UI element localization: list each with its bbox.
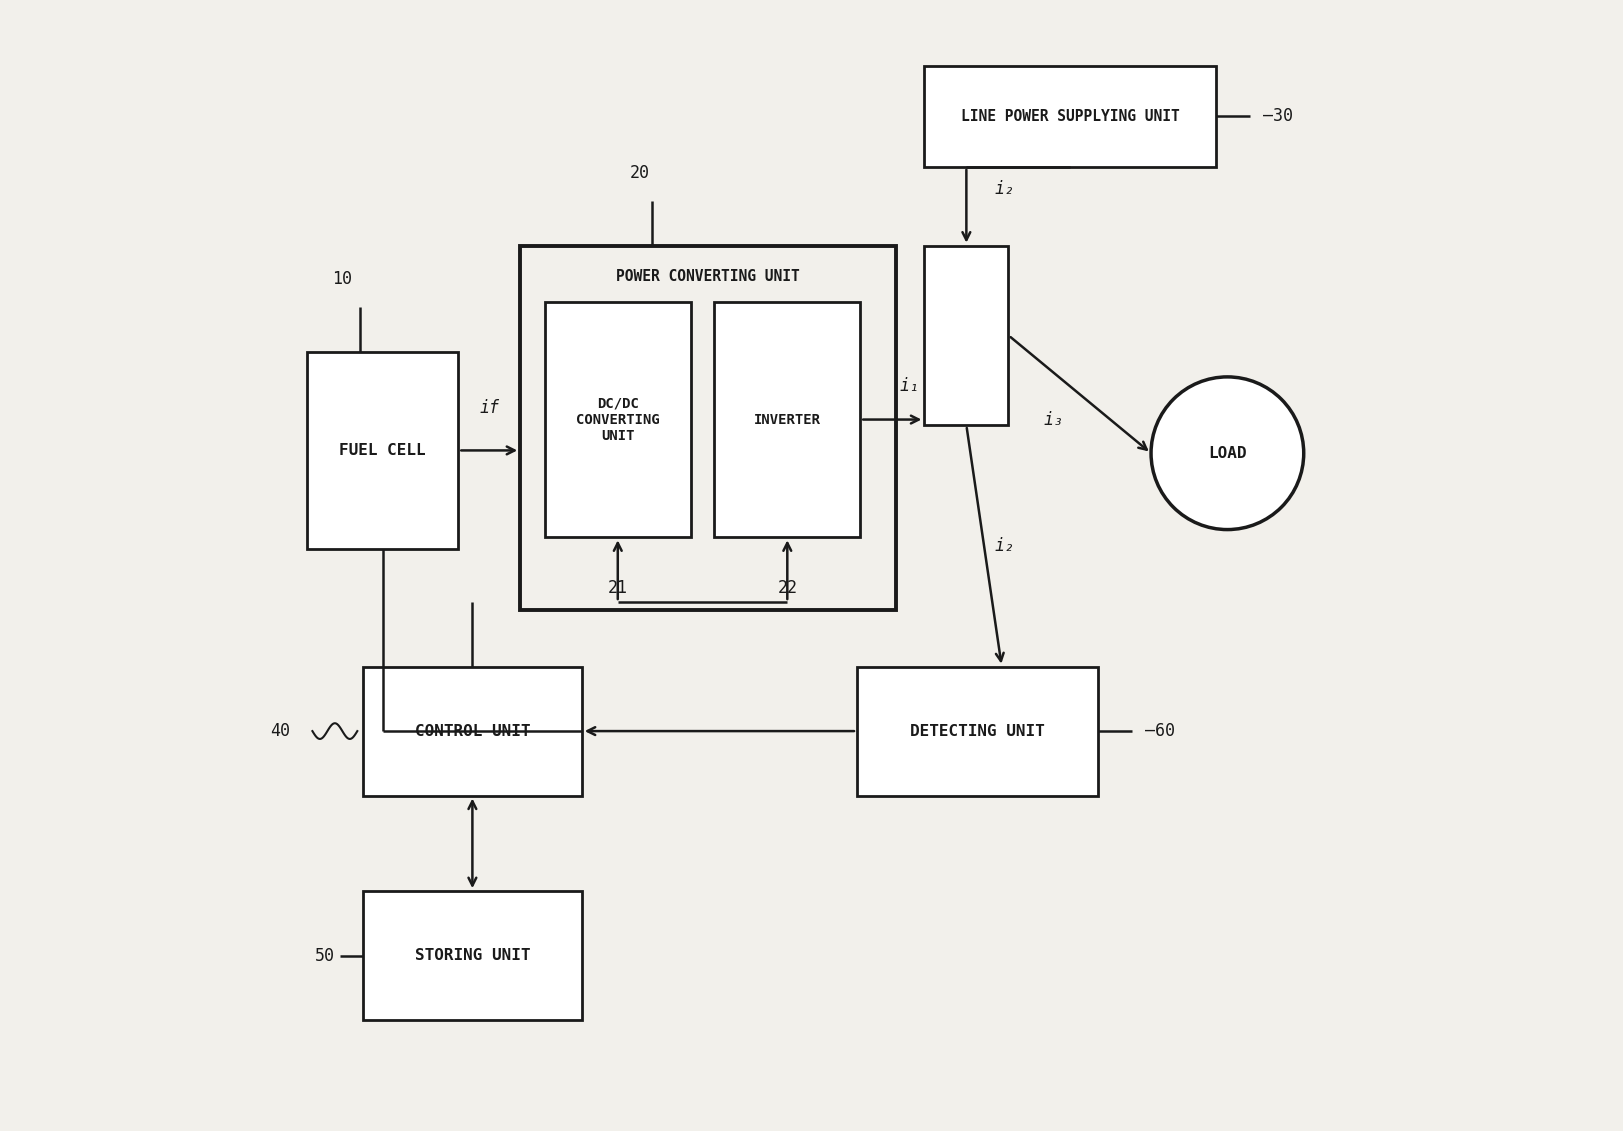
FancyBboxPatch shape: [923, 245, 1008, 425]
Text: i₃: i₃: [1042, 411, 1063, 429]
Text: if: if: [479, 399, 498, 416]
Text: i₂: i₂: [993, 181, 1014, 198]
Text: 22: 22: [777, 579, 797, 597]
Text: i₂: i₂: [993, 537, 1014, 555]
Text: 50: 50: [315, 947, 334, 965]
FancyBboxPatch shape: [923, 66, 1216, 167]
FancyBboxPatch shape: [544, 302, 690, 537]
Text: FUEL CELL: FUEL CELL: [339, 443, 425, 458]
Text: i₁: i₁: [899, 377, 919, 395]
FancyBboxPatch shape: [519, 245, 896, 611]
Text: DC/DC
CONVERTING
UNIT: DC/DC CONVERTING UNIT: [576, 396, 659, 442]
Text: LINE POWER SUPPLYING UNIT: LINE POWER SUPPLYING UNIT: [961, 109, 1178, 124]
Text: CONTROL UNIT: CONTROL UNIT: [414, 724, 529, 739]
FancyBboxPatch shape: [714, 302, 860, 537]
Text: 10: 10: [331, 270, 352, 288]
Text: LOAD: LOAD: [1208, 446, 1246, 460]
Text: 40: 40: [269, 722, 291, 740]
Text: STORING UNIT: STORING UNIT: [414, 948, 529, 964]
Text: DETECTING UNIT: DETECTING UNIT: [909, 724, 1044, 739]
Text: POWER CONVERTING UNIT: POWER CONVERTING UNIT: [615, 269, 800, 285]
Text: —30: —30: [1263, 107, 1292, 126]
FancyBboxPatch shape: [857, 666, 1097, 795]
Circle shape: [1151, 377, 1303, 529]
Text: —60: —60: [1144, 722, 1175, 740]
FancyBboxPatch shape: [362, 666, 581, 795]
FancyBboxPatch shape: [307, 352, 458, 549]
Text: INVERTER: INVERTER: [753, 413, 820, 426]
FancyBboxPatch shape: [362, 891, 581, 1020]
Text: 20: 20: [628, 164, 649, 182]
Text: 21: 21: [607, 579, 628, 597]
